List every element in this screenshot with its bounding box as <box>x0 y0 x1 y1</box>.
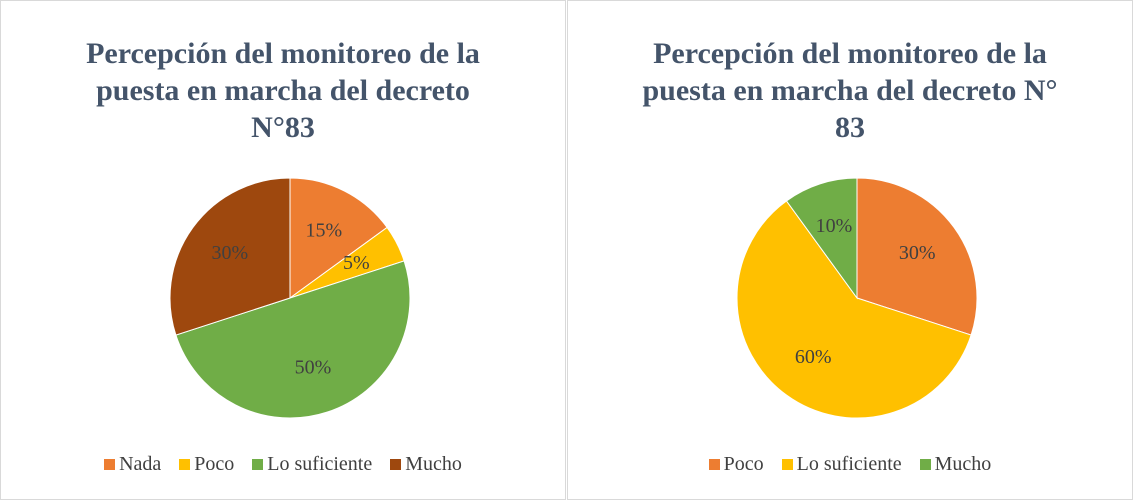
data-label: 60% <box>795 346 832 368</box>
legend-item: Lo suficiente <box>781 453 902 476</box>
legend-label: Poco <box>194 453 235 475</box>
legend-label: Lo suficiente <box>796 453 902 475</box>
legend-swatch <box>919 459 931 470</box>
legend-label: Lo suficiente <box>267 453 373 475</box>
pie-slice <box>785 177 858 300</box>
pie-slice <box>856 177 978 336</box>
legend-item: Mucho <box>919 453 992 476</box>
legend-swatch <box>252 459 264 470</box>
pie-area: 30% 60% 10% <box>736 177 978 419</box>
pie-area: 15%5% 50% 30% <box>169 177 411 419</box>
legend-item: Mucho <box>390 453 462 476</box>
chart-title: Percepción del monitoreo de la puesta en… <box>86 37 480 144</box>
legend-label: Mucho <box>405 453 462 475</box>
legend-item: Nada <box>104 453 161 476</box>
data-label: 5% <box>343 252 370 274</box>
data-label: 15% <box>305 219 342 241</box>
legend-item: Poco <box>179 453 234 476</box>
legend-swatch <box>179 459 191 470</box>
legend-swatch <box>390 459 402 470</box>
data-label: 10% <box>816 215 853 237</box>
legend: Nada Poco Lo suficiente Mucho <box>1 453 565 476</box>
chart-panel: Percepción del monitoreo de la puesta en… <box>0 0 566 500</box>
legend-label: Nada <box>119 453 162 475</box>
pie-slice <box>289 177 388 299</box>
legend-item: Lo suficiente <box>252 453 372 476</box>
chart-panel: Percepción del monitoreo de la puesta en… <box>567 0 1133 500</box>
legend-swatch <box>781 459 793 470</box>
legend-item: Poco <box>708 453 764 476</box>
data-label: 50% <box>295 356 332 378</box>
pie-slice <box>169 177 291 336</box>
legend-swatch <box>104 459 116 470</box>
legend: Poco Lo suficiente Mucho <box>568 453 1132 476</box>
chart-title: Percepción del monitoreo de la puesta en… <box>642 37 1058 144</box>
legend-label: Mucho <box>934 453 992 475</box>
data-label: 30% <box>211 242 248 264</box>
data-label: 30% <box>899 242 936 264</box>
legend-swatch <box>708 459 720 470</box>
pie-slice <box>175 260 411 419</box>
legend-label: Poco <box>723 453 764 475</box>
pie-slice <box>736 200 972 419</box>
